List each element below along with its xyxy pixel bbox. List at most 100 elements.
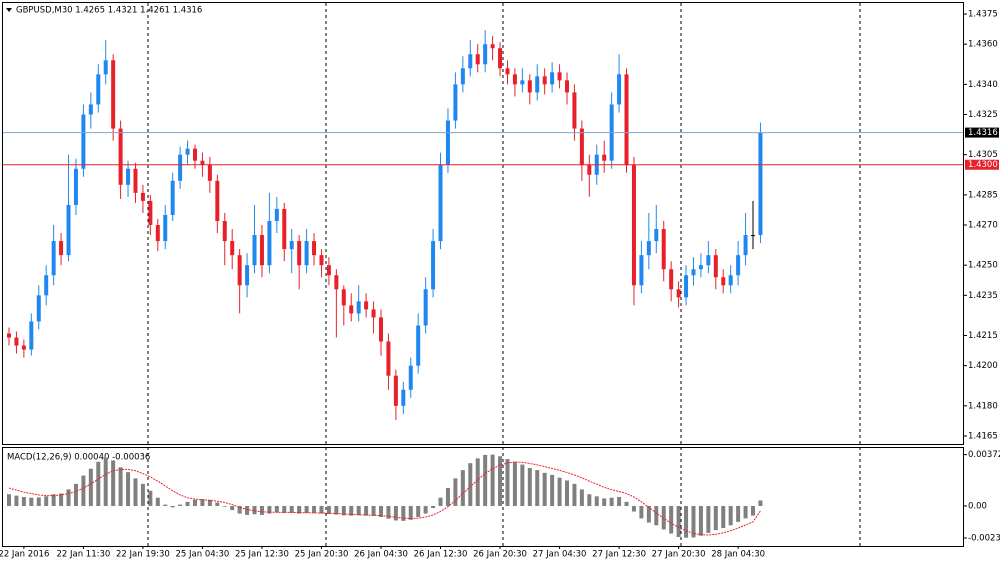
macd-bar	[408, 505, 413, 520]
candle-body	[468, 54, 473, 69]
macd-bar	[654, 505, 659, 526]
candle-body	[178, 154, 183, 181]
macd-bar	[371, 505, 376, 516]
macd-bar	[193, 499, 197, 506]
macd-bar	[111, 460, 116, 506]
macd-bar	[230, 505, 235, 511]
x-tick-label: 22 Jan 19:30	[116, 550, 170, 560]
macd-bar	[535, 470, 540, 506]
candle-body	[118, 128, 123, 185]
macd-bar	[579, 489, 584, 506]
x-tick-label: 26 Jan 20:30	[473, 550, 527, 560]
candle-body	[148, 200, 153, 226]
candle-body	[721, 277, 726, 286]
candle-body	[631, 164, 636, 286]
macd-bar	[356, 505, 361, 516]
candle-body	[193, 148, 197, 161]
candle-body	[326, 265, 331, 276]
x-tick-label: 25 Jan 20:30	[295, 550, 349, 560]
macd-bar	[676, 505, 681, 538]
candle-body	[200, 160, 205, 165]
x-tick-label: 22 Jan 2016	[0, 550, 49, 560]
macd-bar	[416, 505, 421, 518]
candle-body	[393, 375, 398, 406]
candle-body	[527, 80, 532, 93]
candle-body	[639, 255, 644, 286]
macd-bar	[669, 505, 674, 534]
macd-bar	[483, 454, 488, 506]
macd-bar	[341, 505, 346, 516]
candle-body	[661, 229, 666, 270]
candle-body	[185, 148, 190, 155]
macd-bar	[81, 475, 86, 506]
candle-body	[59, 241, 64, 256]
bid-line-box	[965, 127, 999, 138]
candle-body	[73, 168, 78, 205]
candle-body	[684, 275, 689, 298]
candle-body	[431, 241, 436, 290]
candle-body	[624, 74, 629, 165]
macd-bar	[252, 505, 257, 515]
macd-bar	[706, 505, 711, 533]
macd-bar	[572, 483, 577, 506]
macd-bar	[646, 505, 651, 523]
macd-bar	[96, 461, 101, 506]
candle-body	[237, 255, 242, 286]
macd-bar	[498, 456, 503, 506]
macd-bar	[319, 505, 324, 514]
y-tick-label: 0.00372	[968, 450, 1000, 460]
menu-arrow[interactable]	[6, 8, 12, 12]
macd-bar	[460, 470, 465, 506]
macd-bar	[431, 505, 436, 509]
macd-bar	[468, 463, 473, 506]
macd-bar	[736, 505, 741, 522]
candle-body	[751, 235, 755, 237]
candle-body	[267, 220, 272, 266]
macd-bar	[550, 474, 555, 506]
candle-body	[646, 241, 651, 256]
macd-bar	[304, 505, 309, 513]
y-tick-label: 0.00	[968, 501, 987, 511]
macd-bar	[59, 493, 64, 506]
macd-bar	[312, 505, 317, 514]
candle-body	[230, 241, 235, 256]
macd-bar	[334, 505, 339, 515]
candle-body	[319, 255, 324, 266]
macd-bar	[423, 505, 428, 514]
macd-bar	[758, 500, 763, 506]
candle-body	[111, 60, 116, 129]
macd-bar	[445, 488, 450, 506]
candle-body	[453, 84, 458, 121]
x-tick-label: 25 Jan 12:30	[235, 550, 289, 560]
y-tick-label: 1.4250	[968, 261, 998, 271]
macd-bar	[401, 505, 406, 521]
macd-bar	[297, 505, 302, 514]
macd-bar	[7, 494, 11, 506]
x-tick-label: 25 Jan 04:30	[176, 550, 230, 560]
x-tick-label: 27 Jan 04:30	[533, 550, 587, 560]
candle-body	[602, 154, 607, 161]
candle-body	[304, 241, 309, 266]
y-tick-label: 1.4270	[968, 221, 998, 231]
macd-bar	[639, 505, 644, 519]
candle-body	[140, 192, 145, 201]
macd-bar	[267, 505, 272, 514]
macd-bar	[88, 468, 93, 506]
macd-bar	[520, 464, 525, 506]
candle-body	[386, 341, 391, 376]
macd-bar	[609, 497, 614, 506]
macd-bar	[36, 497, 41, 506]
macd-bar	[728, 505, 733, 526]
macd-bar	[29, 497, 34, 506]
candle-body	[758, 132, 763, 236]
macd-bar	[438, 497, 443, 506]
macd-bar	[66, 489, 71, 506]
macd-bar	[713, 505, 718, 531]
macd-bar	[617, 497, 622, 506]
macd-bar	[624, 501, 629, 506]
macd-bar	[289, 505, 294, 513]
candle-body	[408, 365, 413, 390]
macd-bar	[751, 505, 755, 516]
alert-line-label: 1.4300	[968, 160, 998, 170]
